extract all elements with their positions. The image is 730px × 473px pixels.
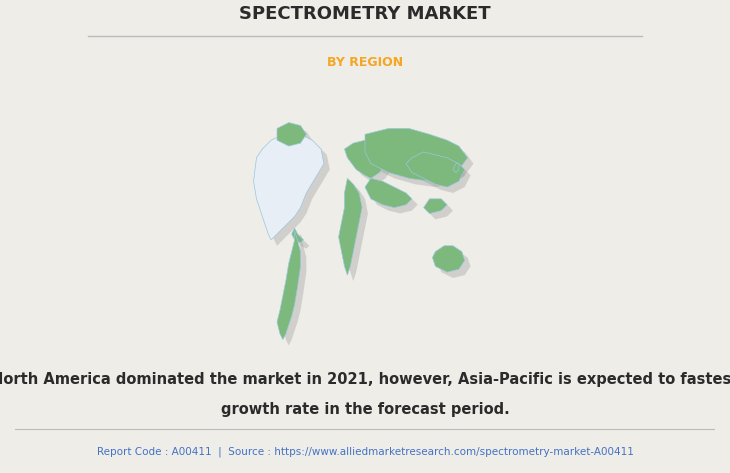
Polygon shape [412,158,471,193]
Polygon shape [406,152,465,187]
Polygon shape [298,234,310,249]
Text: growth rate in the forecast period.: growth rate in the forecast period. [220,402,510,417]
Polygon shape [277,123,307,146]
Polygon shape [345,140,385,178]
Polygon shape [365,129,468,181]
Text: North America dominated the market in 2021, however, Asia-Pacific is expected to: North America dominated the market in 20… [0,372,730,387]
Polygon shape [459,169,465,178]
Polygon shape [432,246,465,272]
Polygon shape [365,178,412,208]
Polygon shape [371,184,418,213]
Polygon shape [423,199,447,213]
Text: SPECTROMETRY MARKET: SPECTROMETRY MARKET [239,5,491,23]
Polygon shape [453,164,459,173]
Polygon shape [438,252,471,278]
Text: Report Code : A00411  |  Source : https://www.alliedmarketresearch.com/spectrome: Report Code : A00411 | Source : https://… [96,447,634,457]
Polygon shape [339,178,362,275]
Polygon shape [429,205,453,219]
Polygon shape [283,237,307,345]
Polygon shape [283,129,312,152]
Polygon shape [277,231,301,340]
Polygon shape [371,134,474,187]
Polygon shape [259,140,330,246]
Polygon shape [292,228,304,243]
Text: BY REGION: BY REGION [327,55,403,69]
Polygon shape [253,134,324,240]
Polygon shape [345,184,368,281]
Polygon shape [350,146,391,184]
